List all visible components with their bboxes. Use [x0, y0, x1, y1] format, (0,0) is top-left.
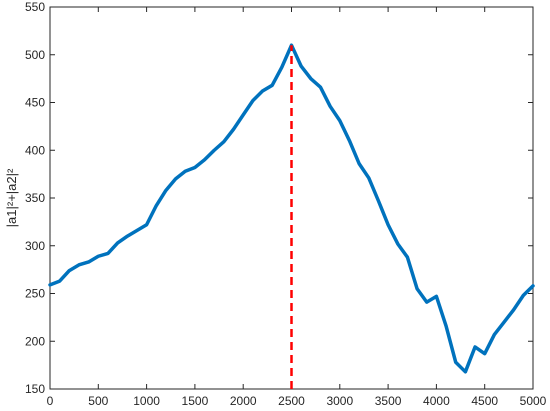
x-tick-label: 0	[47, 394, 54, 408]
x-tick-label: 2500	[278, 394, 305, 408]
x-tick-label: 1000	[133, 394, 160, 408]
x-tick-label: 500	[88, 394, 108, 408]
y-axis-label: |a1|²+|a2|²	[4, 168, 19, 227]
y-tick-label: 250	[25, 287, 45, 301]
x-tick-label: 5000	[520, 394, 547, 408]
ticks-layer: 0 500 1000 1500 2000 2500 3000 3500 4000 4500 5000…	[25, 0, 547, 408]
series-layer	[48, 43, 535, 389]
y-tick-label: 200	[25, 334, 45, 348]
y-tick-label: 150	[25, 382, 45, 396]
x-tick-label: 4000	[423, 394, 450, 408]
x-tick-label: 2000	[230, 394, 257, 408]
x-tick-label: 1500	[182, 394, 209, 408]
x-tick-label: 3500	[375, 394, 402, 408]
x-tick-label: 4500	[471, 394, 498, 408]
y-tick-label: 300	[25, 239, 45, 253]
y-tick-label: 550	[25, 0, 45, 14]
y-tick-label: 500	[25, 48, 45, 62]
y-tick-label: 450	[25, 96, 45, 110]
y-tick-label: 400	[25, 143, 45, 157]
series-line-0	[48, 43, 535, 374]
y-tick-label: 350	[25, 191, 45, 205]
x-tick-label: 3000	[326, 394, 353, 408]
